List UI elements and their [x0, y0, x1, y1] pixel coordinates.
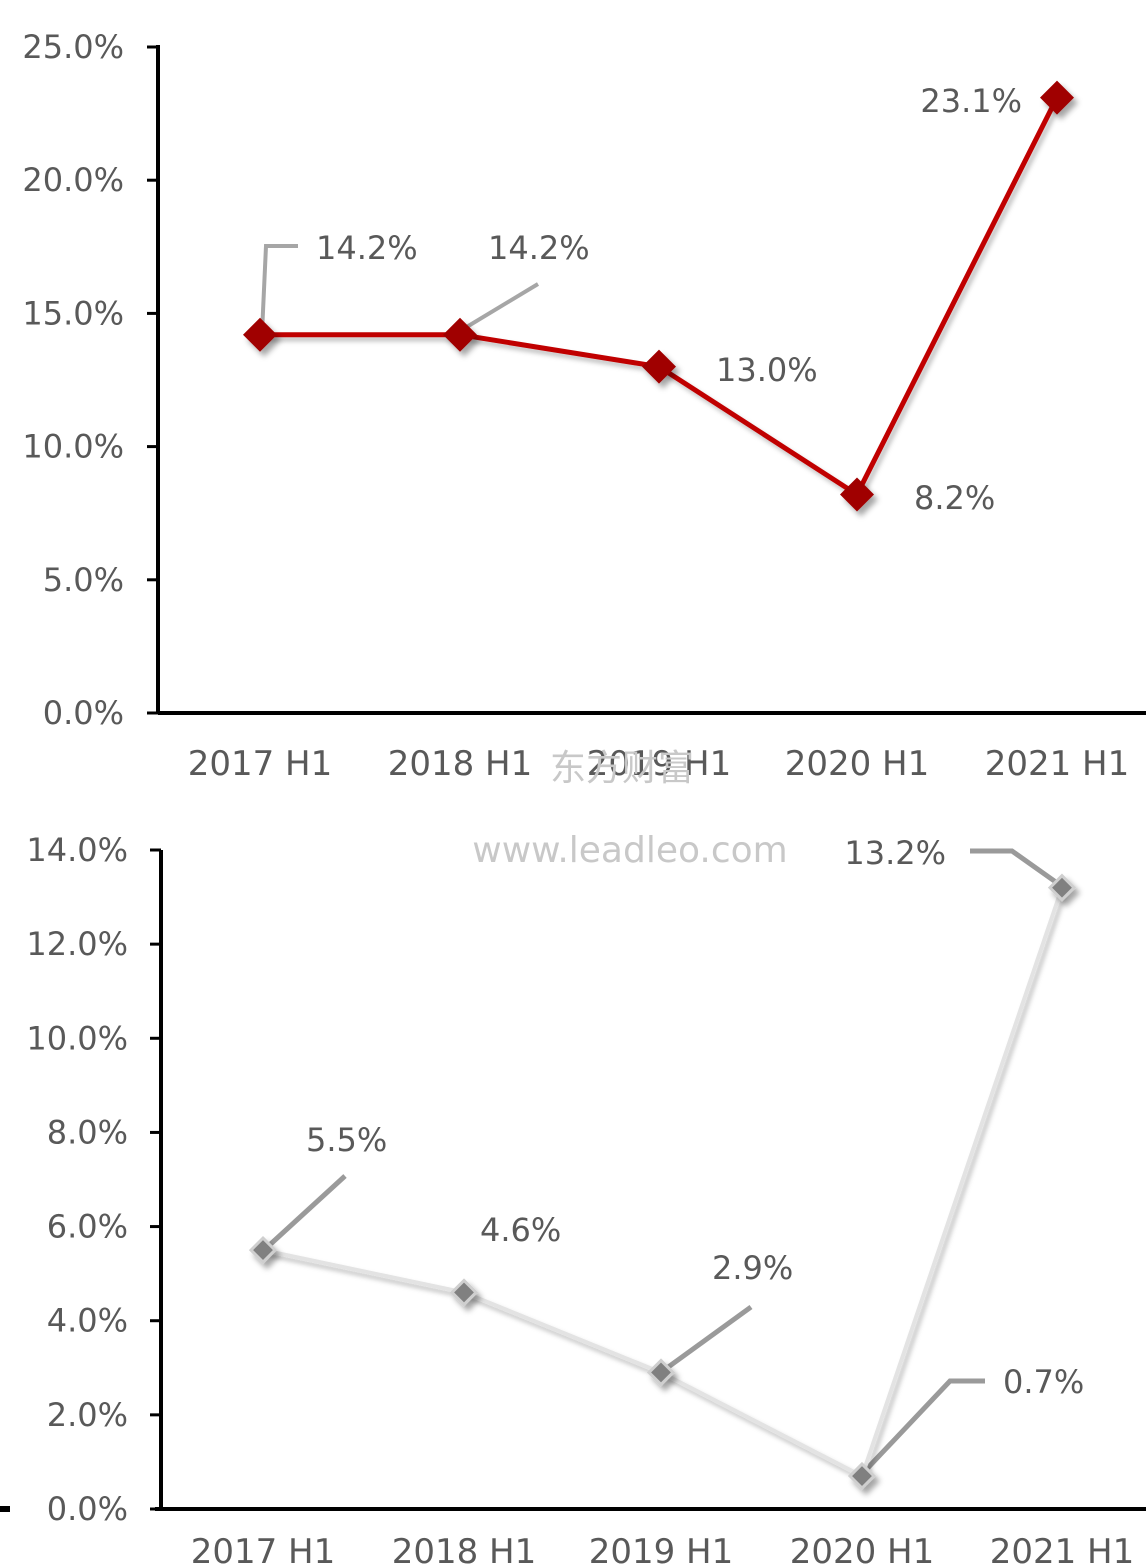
- data-point-marker: [646, 1358, 676, 1387]
- data-point-marker: [443, 317, 477, 352]
- y-tick-label: 25.0%: [22, 28, 124, 66]
- x-category-label: 2018 H1: [388, 744, 533, 784]
- data-label: 5.5%: [306, 1121, 387, 1159]
- data-label: 2.9%: [712, 1249, 793, 1287]
- left-edge-mark: [0, 1506, 10, 1512]
- x-category-label: 2018 H1: [392, 1532, 537, 1567]
- data-label: 14.2%: [488, 229, 590, 267]
- y-tick-label: 4.0%: [47, 1302, 128, 1340]
- x-category-label: 2020 H1: [785, 744, 930, 784]
- y-tick-label: 12.0%: [26, 925, 128, 963]
- growth-chart: 0.0% 2.0% 4.0% 6.0% 8.0% 10.0% 12.0% 14.0% 2017…: [0, 831, 1146, 1567]
- watermark: 东方财富 www.leadleo.com: [472, 748, 787, 871]
- y-tick-label: 20.0%: [22, 161, 124, 199]
- watermark-url: www.leadleo.com: [472, 830, 787, 871]
- x-category-label: 2020 H1: [790, 1532, 935, 1567]
- y-tick-label: 0.0%: [47, 1490, 128, 1528]
- data-label: 13.0%: [716, 351, 818, 389]
- leader-lines: [261, 848, 1062, 1476]
- data-point-marker: [1047, 873, 1077, 902]
- data-point-marker: [248, 1235, 278, 1265]
- y-tick-label: 10.0%: [26, 1019, 128, 1057]
- data-label: 23.1%: [920, 82, 1022, 120]
- data-label: 13.2%: [844, 834, 946, 872]
- y-tick-label: 15.0%: [22, 294, 124, 332]
- y-tick-label: 14.0%: [26, 831, 128, 869]
- y-tick-label: 0.0%: [43, 694, 124, 732]
- y-tick-label: 6.0%: [47, 1208, 128, 1246]
- y-tick-label: 8.0%: [47, 1113, 128, 1151]
- data-point-marker: [840, 477, 874, 512]
- data-point-marker: [1040, 80, 1074, 115]
- x-category-label: 2017 H1: [191, 1532, 336, 1567]
- data-point-marker: [847, 1461, 877, 1491]
- y-tick-label: 10.0%: [22, 428, 124, 466]
- data-label: 4.6%: [480, 1211, 561, 1249]
- data-point-marker: [243, 317, 277, 352]
- leader-lines: [260, 244, 540, 334]
- data-point-marker: [642, 349, 676, 384]
- watermark-cn: 东方财富: [550, 748, 694, 789]
- series-line: [260, 96, 1060, 498]
- y-tick-label: 2.0%: [47, 1396, 128, 1434]
- x-category-label: 2019 H1: [589, 1532, 734, 1567]
- data-label: 8.2%: [914, 479, 995, 517]
- x-category-label: 2019 H1: [587, 744, 732, 784]
- y-tick-label: 5.0%: [43, 561, 124, 599]
- x-category-label: 2017 H1: [188, 744, 333, 784]
- data-label: 14.2%: [316, 229, 418, 267]
- sub-margin-chart: 0.0% 5.0% 10.0% 15.0% 20.0% 25.0% 2017 H1 2018…: [22, 28, 1146, 784]
- x-category-label: 2021 H1: [985, 744, 1130, 784]
- data-label: 0.7%: [1003, 1363, 1084, 1401]
- data-point-marker: [449, 1278, 479, 1307]
- x-category-label: 2021 H1: [990, 1532, 1135, 1567]
